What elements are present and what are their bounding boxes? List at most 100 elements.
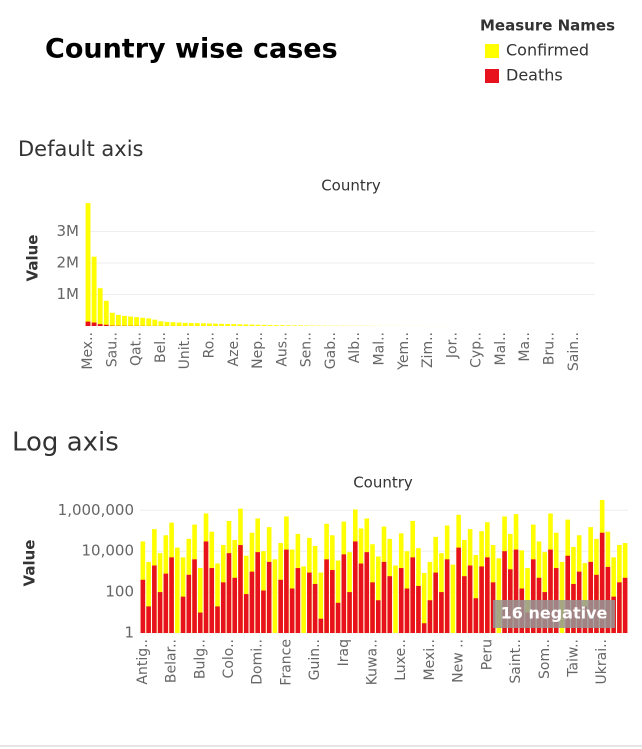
- bar: [170, 322, 176, 326]
- bar: [200, 323, 206, 326]
- x-tick-label: Iraq: [336, 639, 352, 666]
- bar: [115, 314, 121, 326]
- bar: [462, 576, 467, 633]
- x-tick-label: Antig..: [135, 639, 151, 685]
- bar: [180, 596, 186, 633]
- bar: [182, 322, 188, 326]
- bar: [146, 318, 152, 326]
- bar: [599, 532, 605, 633]
- bar: [175, 547, 180, 633]
- bar: [273, 325, 279, 326]
- bar: [215, 606, 220, 633]
- bar: [427, 600, 433, 633]
- x-tick-label: Mexi..: [422, 639, 438, 681]
- bar: [267, 324, 273, 326]
- bar: [272, 559, 278, 633]
- legend-swatch: [485, 69, 499, 83]
- bar: [231, 324, 237, 326]
- legend-label: Confirmed: [506, 41, 589, 60]
- x-tick-label: Guin..: [307, 639, 323, 680]
- bar: [416, 585, 421, 633]
- bar: [427, 561, 433, 633]
- x-tick-label: Ma..: [517, 332, 533, 362]
- y-tick-label: 1: [124, 624, 134, 642]
- bar: [421, 573, 427, 633]
- bar: [530, 559, 536, 633]
- bar: [393, 565, 398, 633]
- bar: [109, 312, 115, 326]
- bar: [421, 623, 427, 633]
- x-tick-label: Mal..: [493, 332, 509, 365]
- bar: [588, 561, 593, 633]
- bar: [255, 552, 260, 633]
- bar: [559, 561, 565, 633]
- bar: [226, 553, 232, 633]
- x-tick-label: Nep..: [250, 332, 266, 369]
- x-tick-label: Ro..: [201, 332, 217, 358]
- bar: [249, 571, 255, 633]
- bar: [292, 325, 297, 326]
- x-tick-label: Alb..: [347, 332, 363, 363]
- bar: [611, 557, 616, 633]
- x-tick-label: Peru: [479, 639, 495, 670]
- bar: [97, 324, 103, 326]
- x-tick-label: Zim..: [420, 332, 436, 368]
- bar: [358, 563, 364, 633]
- bar: [284, 549, 289, 633]
- bar: [513, 549, 519, 633]
- x-tick-label: Unit..: [177, 332, 193, 369]
- bar: [180, 557, 186, 633]
- bar: [197, 568, 203, 633]
- bar: [410, 557, 416, 633]
- bar: [169, 557, 174, 633]
- bar: [176, 322, 182, 326]
- x-axis-label: Country: [321, 177, 381, 195]
- bar: [243, 324, 249, 326]
- x-axis-label: Country: [353, 474, 413, 492]
- x-tick-label: France: [278, 639, 294, 686]
- bar: [91, 322, 97, 326]
- bar: [444, 559, 450, 633]
- bar: [548, 549, 553, 633]
- x-tick-label: Luxe..: [393, 639, 409, 681]
- bar: [473, 598, 479, 633]
- y-tick-label: 1M: [57, 285, 80, 303]
- x-tick-label: Aze..: [226, 332, 242, 366]
- x-tick-label: Kuwa..: [365, 639, 381, 685]
- x-tick-label: Domi..: [250, 639, 266, 685]
- x-tick-label: Saint..: [508, 639, 524, 684]
- bar: [485, 557, 490, 633]
- bar: [91, 256, 97, 326]
- bar: [261, 324, 267, 326]
- x-tick-label: Sen..: [299, 332, 315, 367]
- bar: [85, 321, 91, 326]
- bar: [318, 572, 324, 633]
- x-tick-label: Yem..: [396, 332, 412, 371]
- y-tick-label: 3M: [57, 222, 80, 240]
- bar: [213, 323, 218, 326]
- bar: [289, 588, 295, 633]
- y-tick-label: 1,000,000: [58, 501, 134, 519]
- bar: [97, 288, 103, 326]
- bar: [140, 579, 146, 633]
- bar: [186, 574, 192, 633]
- x-tick-label: Colo..: [221, 639, 237, 678]
- x-tick-label: Som..: [537, 639, 553, 679]
- bar: [398, 568, 404, 633]
- legend-label: Deaths: [506, 66, 563, 85]
- bar: [188, 323, 194, 326]
- bar: [304, 325, 310, 326]
- bar: [335, 560, 341, 633]
- bar: [582, 563, 588, 633]
- bar: [387, 576, 393, 633]
- bar: [146, 561, 151, 633]
- bar: [215, 563, 220, 633]
- bar: [324, 559, 329, 633]
- x-tick-label: Bulg..: [192, 639, 208, 679]
- y-axis-label: Value: [21, 540, 39, 587]
- chart-title: Log axis: [12, 428, 119, 458]
- bar: [237, 324, 243, 326]
- bar: [164, 321, 170, 326]
- x-tick-label: Jor..: [444, 332, 460, 359]
- bar: [152, 319, 158, 326]
